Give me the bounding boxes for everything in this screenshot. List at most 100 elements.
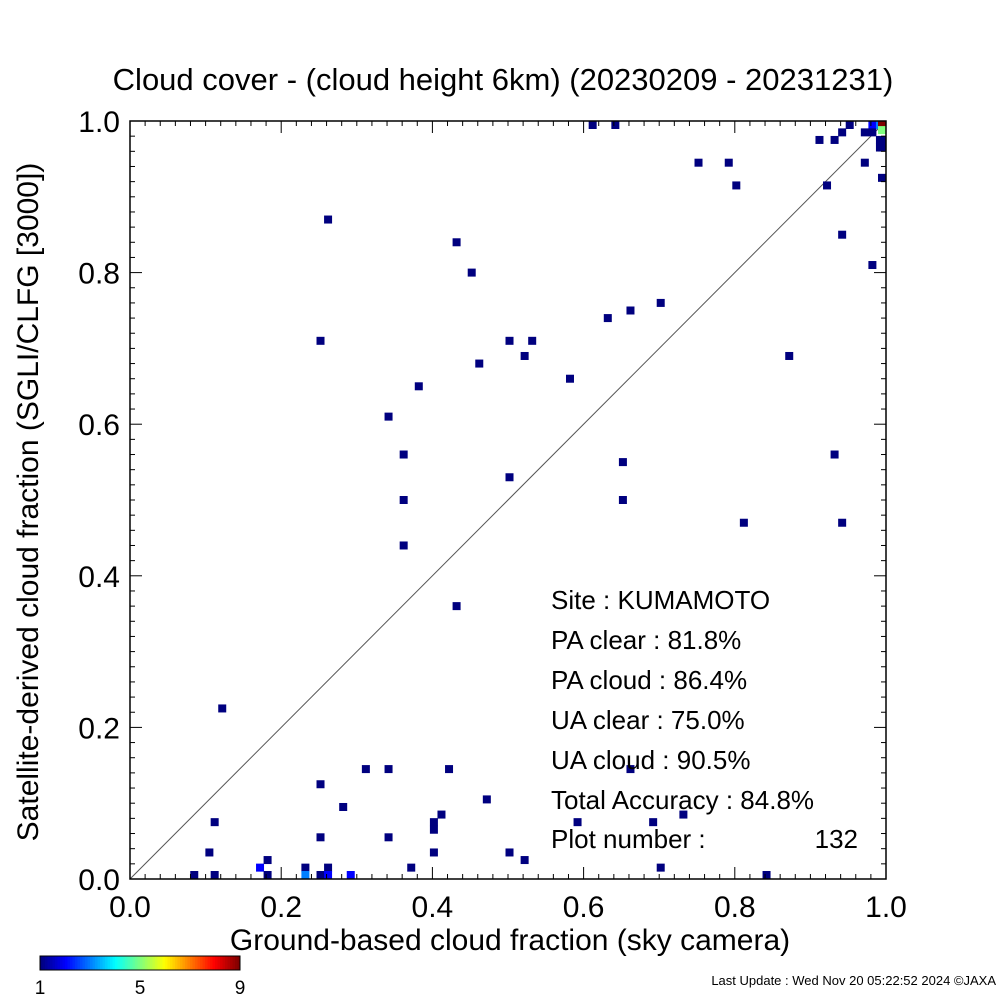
data-point bbox=[339, 802, 348, 811]
colorbar-cell bbox=[197, 956, 201, 970]
data-point bbox=[361, 765, 370, 774]
data-point bbox=[618, 496, 627, 504]
colorbar-cell bbox=[190, 956, 193, 970]
y-tick-label: 0.2 bbox=[78, 712, 120, 745]
chart-title: Cloud cover - (cloud height 6km) (202302… bbox=[113, 62, 894, 97]
data-point bbox=[452, 602, 461, 611]
colorbar-cell bbox=[185, 956, 188, 970]
colorbar-cell bbox=[235, 956, 238, 970]
colorbar-cell bbox=[82, 956, 86, 970]
colorbar-tick-min: 1 bbox=[35, 978, 46, 999]
colorbar-cell bbox=[45, 956, 48, 970]
stats-panel: Site : KUMAMOTO PA clear : 81.8% PA clou… bbox=[551, 585, 858, 854]
colorbar-cell bbox=[150, 956, 153, 970]
colorbar-cell bbox=[180, 956, 183, 970]
data-point bbox=[301, 863, 310, 872]
data-point bbox=[437, 810, 446, 819]
data-point bbox=[565, 374, 574, 383]
data-point bbox=[316, 336, 325, 345]
colorbar-cell bbox=[65, 956, 68, 970]
colorbar-cell bbox=[207, 956, 211, 970]
data-point bbox=[429, 848, 438, 857]
data-point bbox=[838, 518, 847, 527]
colorbar-cell bbox=[192, 956, 196, 970]
data-point bbox=[384, 412, 393, 421]
colorbar-cell bbox=[100, 956, 103, 970]
data-point bbox=[467, 268, 476, 277]
data-point bbox=[414, 382, 423, 391]
stats-pa-cloud: PA cloud : 86.4% bbox=[551, 665, 747, 695]
data-point bbox=[505, 473, 514, 482]
colorbar-cell bbox=[87, 956, 91, 970]
colorbar-cell bbox=[80, 956, 83, 970]
data-point bbox=[399, 541, 408, 550]
colorbar-cell bbox=[90, 956, 93, 970]
data-point bbox=[732, 181, 741, 190]
data-point bbox=[785, 351, 794, 360]
data-point bbox=[316, 833, 325, 842]
colorbar-cell bbox=[115, 956, 118, 970]
y-axis-label: Satellite-derived cloud fraction (SGLI/C… bbox=[12, 163, 45, 842]
axis-ticks bbox=[129, 120, 887, 880]
stats-plot-number-label: Plot number : bbox=[551, 824, 706, 854]
colorbar-cell bbox=[42, 956, 46, 970]
colorbar-cell bbox=[57, 956, 61, 970]
stats-pa-clear: PA clear : 81.8% bbox=[551, 625, 741, 655]
data-point bbox=[210, 818, 219, 827]
colorbar-cell bbox=[75, 956, 78, 970]
y-tick-label: 1.0 bbox=[78, 106, 120, 139]
colorbar-cell bbox=[167, 956, 171, 970]
x-tick-label: 0.6 bbox=[563, 891, 605, 924]
data-point bbox=[838, 230, 847, 239]
colorbar-cell bbox=[237, 956, 241, 970]
stats-plot-number-value: 132 bbox=[815, 824, 858, 854]
data-point bbox=[399, 450, 408, 459]
stats-site: Site : KUMAMOTO bbox=[551, 585, 770, 615]
y-tick-label: 0.0 bbox=[78, 864, 120, 897]
colorbar-cell bbox=[152, 956, 156, 970]
y-tick-label: 0.4 bbox=[78, 561, 120, 594]
data-point bbox=[205, 848, 214, 857]
colorbar-cell bbox=[220, 956, 223, 970]
colorbar-cell bbox=[140, 956, 143, 970]
diagonal-reference-line bbox=[129, 120, 887, 880]
data-point bbox=[878, 126, 886, 135]
data-point bbox=[679, 810, 688, 819]
colorbar-cell bbox=[60, 956, 63, 970]
data-point bbox=[316, 871, 325, 879]
data-point bbox=[656, 863, 665, 872]
colorbar-gradient bbox=[40, 956, 241, 970]
data-point bbox=[384, 833, 393, 842]
colorbar-cell bbox=[177, 956, 181, 970]
data-point bbox=[324, 215, 333, 224]
data-point bbox=[528, 336, 537, 345]
colorbar-tick-max: 9 bbox=[235, 978, 246, 999]
colorbar-cell bbox=[137, 956, 141, 970]
data-point bbox=[626, 306, 635, 315]
colorbar-cell bbox=[175, 956, 178, 970]
data-point bbox=[878, 143, 886, 152]
x-tick-label: 0.2 bbox=[260, 891, 302, 924]
colorbar-cell bbox=[105, 956, 108, 970]
colorbar-cell bbox=[117, 956, 121, 970]
colorbar-cell bbox=[145, 956, 148, 970]
colorbar-cell bbox=[135, 956, 138, 970]
colorbar-cell bbox=[52, 956, 56, 970]
data-point bbox=[263, 871, 272, 879]
data-point bbox=[573, 818, 582, 827]
plot-area: 0.0 0.2 0.4 0.6 0.8 1.0 0.0 0.2 0.4 0.6 0.8 1.0 bbox=[78, 106, 907, 924]
data-point bbox=[429, 818, 438, 827]
data-point bbox=[324, 863, 333, 872]
colorbar-cell bbox=[125, 956, 128, 970]
data-point bbox=[210, 871, 219, 879]
colorbar-cell bbox=[187, 956, 191, 970]
colorbar-cell bbox=[222, 956, 226, 970]
colorbar-cell bbox=[70, 956, 73, 970]
colorbar-cell bbox=[112, 956, 116, 970]
data-point bbox=[868, 128, 877, 137]
data-point bbox=[346, 871, 355, 879]
data-point bbox=[611, 121, 620, 129]
data-point bbox=[520, 856, 529, 865]
data-point bbox=[838, 128, 847, 137]
